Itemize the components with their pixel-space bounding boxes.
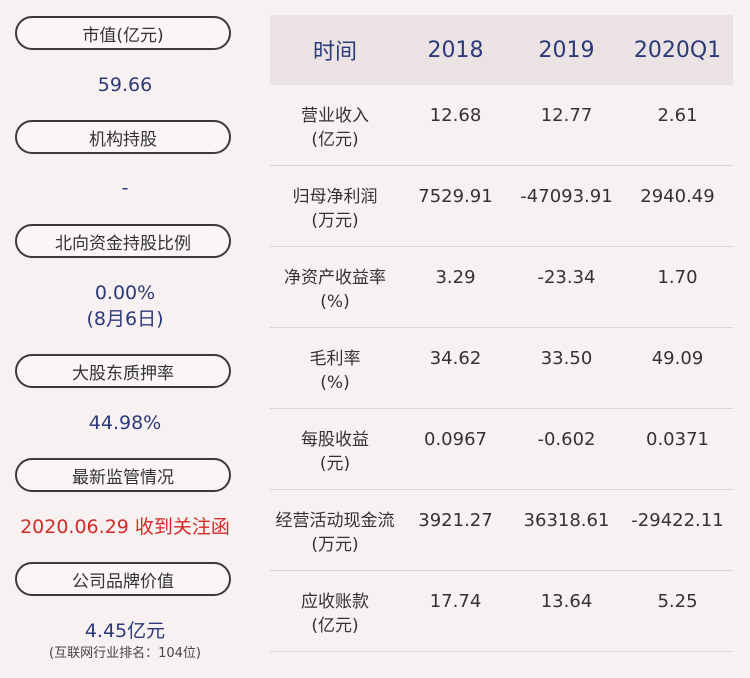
cell-value: 7529.91 <box>418 186 493 207</box>
cell-value: 0.0967 <box>424 429 487 450</box>
row-unit: (亿元) <box>311 616 359 636</box>
cell-value: -0.602 <box>537 429 596 450</box>
header-2020q1: 2020Q1 <box>633 37 722 63</box>
regulation-label: 最新监管情况 <box>15 458 231 492</box>
table-header: 时间 2018 2019 2020Q1 <box>270 15 733 85</box>
cell-value: 17.74 <box>429 591 482 612</box>
cell-value: 12.68 <box>429 105 482 126</box>
row-label: 毛利率 (%) <box>270 328 400 395</box>
table-row: 毛利率 (%) 34.62 33.50 49.09 <box>270 328 733 409</box>
row-label-text: 应收账款 <box>301 592 369 612</box>
cell-value: -23.34 <box>537 267 596 288</box>
row-label-text: 归母净利润 <box>292 187 378 207</box>
row-label-text: 每股收益 <box>301 430 369 450</box>
header-2018: 2018 <box>427 37 484 63</box>
table-row: 应收账款 (亿元) 17.74 13.64 5.25 <box>270 571 733 652</box>
header-time: 时间 <box>312 40 357 65</box>
brand-rank-note: (互联网行业排名：104位) <box>49 646 201 661</box>
cell-value: 34.62 <box>429 348 482 369</box>
table-row: 每股收益 (元) 0.0967 -0.602 0.0371 <box>270 409 733 490</box>
cell-value: 12.77 <box>540 105 593 126</box>
cell-value: 1.70 <box>657 267 698 288</box>
table-row: 经营活动现金流 (万元) 3921.27 36318.61 -29422.11 <box>270 490 733 571</box>
table-row: 归母净利润 (万元) 7529.91 -47093.91 2940.49 <box>270 166 733 247</box>
cell-value: 5.25 <box>657 591 698 612</box>
cell-value: 2.61 <box>657 105 698 126</box>
regulation-value: 2020.06.29 收到关注函 <box>20 516 230 538</box>
brand-label: 公司品牌价值 <box>15 562 231 596</box>
row-label: 应收账款 (亿元) <box>270 571 400 638</box>
row-unit: (%) <box>320 373 350 393</box>
row-label: 每股收益 (元) <box>270 409 400 476</box>
row-label: 归母净利润 (万元) <box>270 166 400 233</box>
cell-value: 49.09 <box>651 348 704 369</box>
northbound-date: (8月6日) <box>86 308 164 330</box>
row-unit: (亿元) <box>311 130 359 150</box>
row-label: 净资产收益率 (%) <box>270 247 400 314</box>
header-2019: 2019 <box>538 37 595 63</box>
brand-value: 4.45亿元 <box>84 620 166 642</box>
pledge-value: 44.98% <box>88 412 162 434</box>
northbound-value: 0.00% <box>94 282 156 304</box>
table-row: 营业收入 (亿元) 12.68 12.77 2.61 <box>270 85 733 166</box>
row-unit: (万元) <box>311 211 359 231</box>
table-row: 净资产收益率 (%) 3.29 -23.34 1.70 <box>270 247 733 328</box>
cell-value: 3921.27 <box>418 510 493 531</box>
cell-value: 2940.49 <box>640 186 715 207</box>
pledge-label: 大股东质押率 <box>15 354 231 388</box>
market-cap-label: 市值(亿元) <box>15 16 231 50</box>
row-label-text: 净资产收益率 <box>284 268 386 288</box>
row-label-text: 经营活动现金流 <box>275 511 395 531</box>
financial-table: 时间 2018 2019 2020Q1 营业收入 (亿元) 12.68 12.77… <box>270 15 733 652</box>
northbound-label: 北向资金持股比例 <box>15 224 231 258</box>
market-cap-value: 59.66 <box>97 74 153 96</box>
institution-label: 机构持股 <box>15 120 231 154</box>
cell-value: 33.50 <box>540 348 593 369</box>
row-unit: (元) <box>319 454 351 474</box>
cell-value: 0.0371 <box>646 429 709 450</box>
row-label: 经营活动现金流 (万元) <box>270 490 400 557</box>
cell-value: -47093.91 <box>520 186 613 207</box>
cell-value: 36318.61 <box>523 510 610 531</box>
row-unit: (万元) <box>311 535 359 555</box>
row-unit: (%) <box>320 292 350 312</box>
cell-value: 13.64 <box>540 591 593 612</box>
cell-value: -29422.11 <box>631 510 724 531</box>
institution-value: - <box>121 177 129 199</box>
row-label-text: 毛利率 <box>309 349 361 369</box>
cell-value: 3.29 <box>435 267 476 288</box>
left-panel: 市值(亿元) 59.66 机构持股 - 北向资金持股比例 0.00% (8月6日… <box>0 0 250 678</box>
row-label-text: 营业收入 <box>301 106 369 126</box>
row-label: 营业收入 (亿元) <box>270 85 400 152</box>
